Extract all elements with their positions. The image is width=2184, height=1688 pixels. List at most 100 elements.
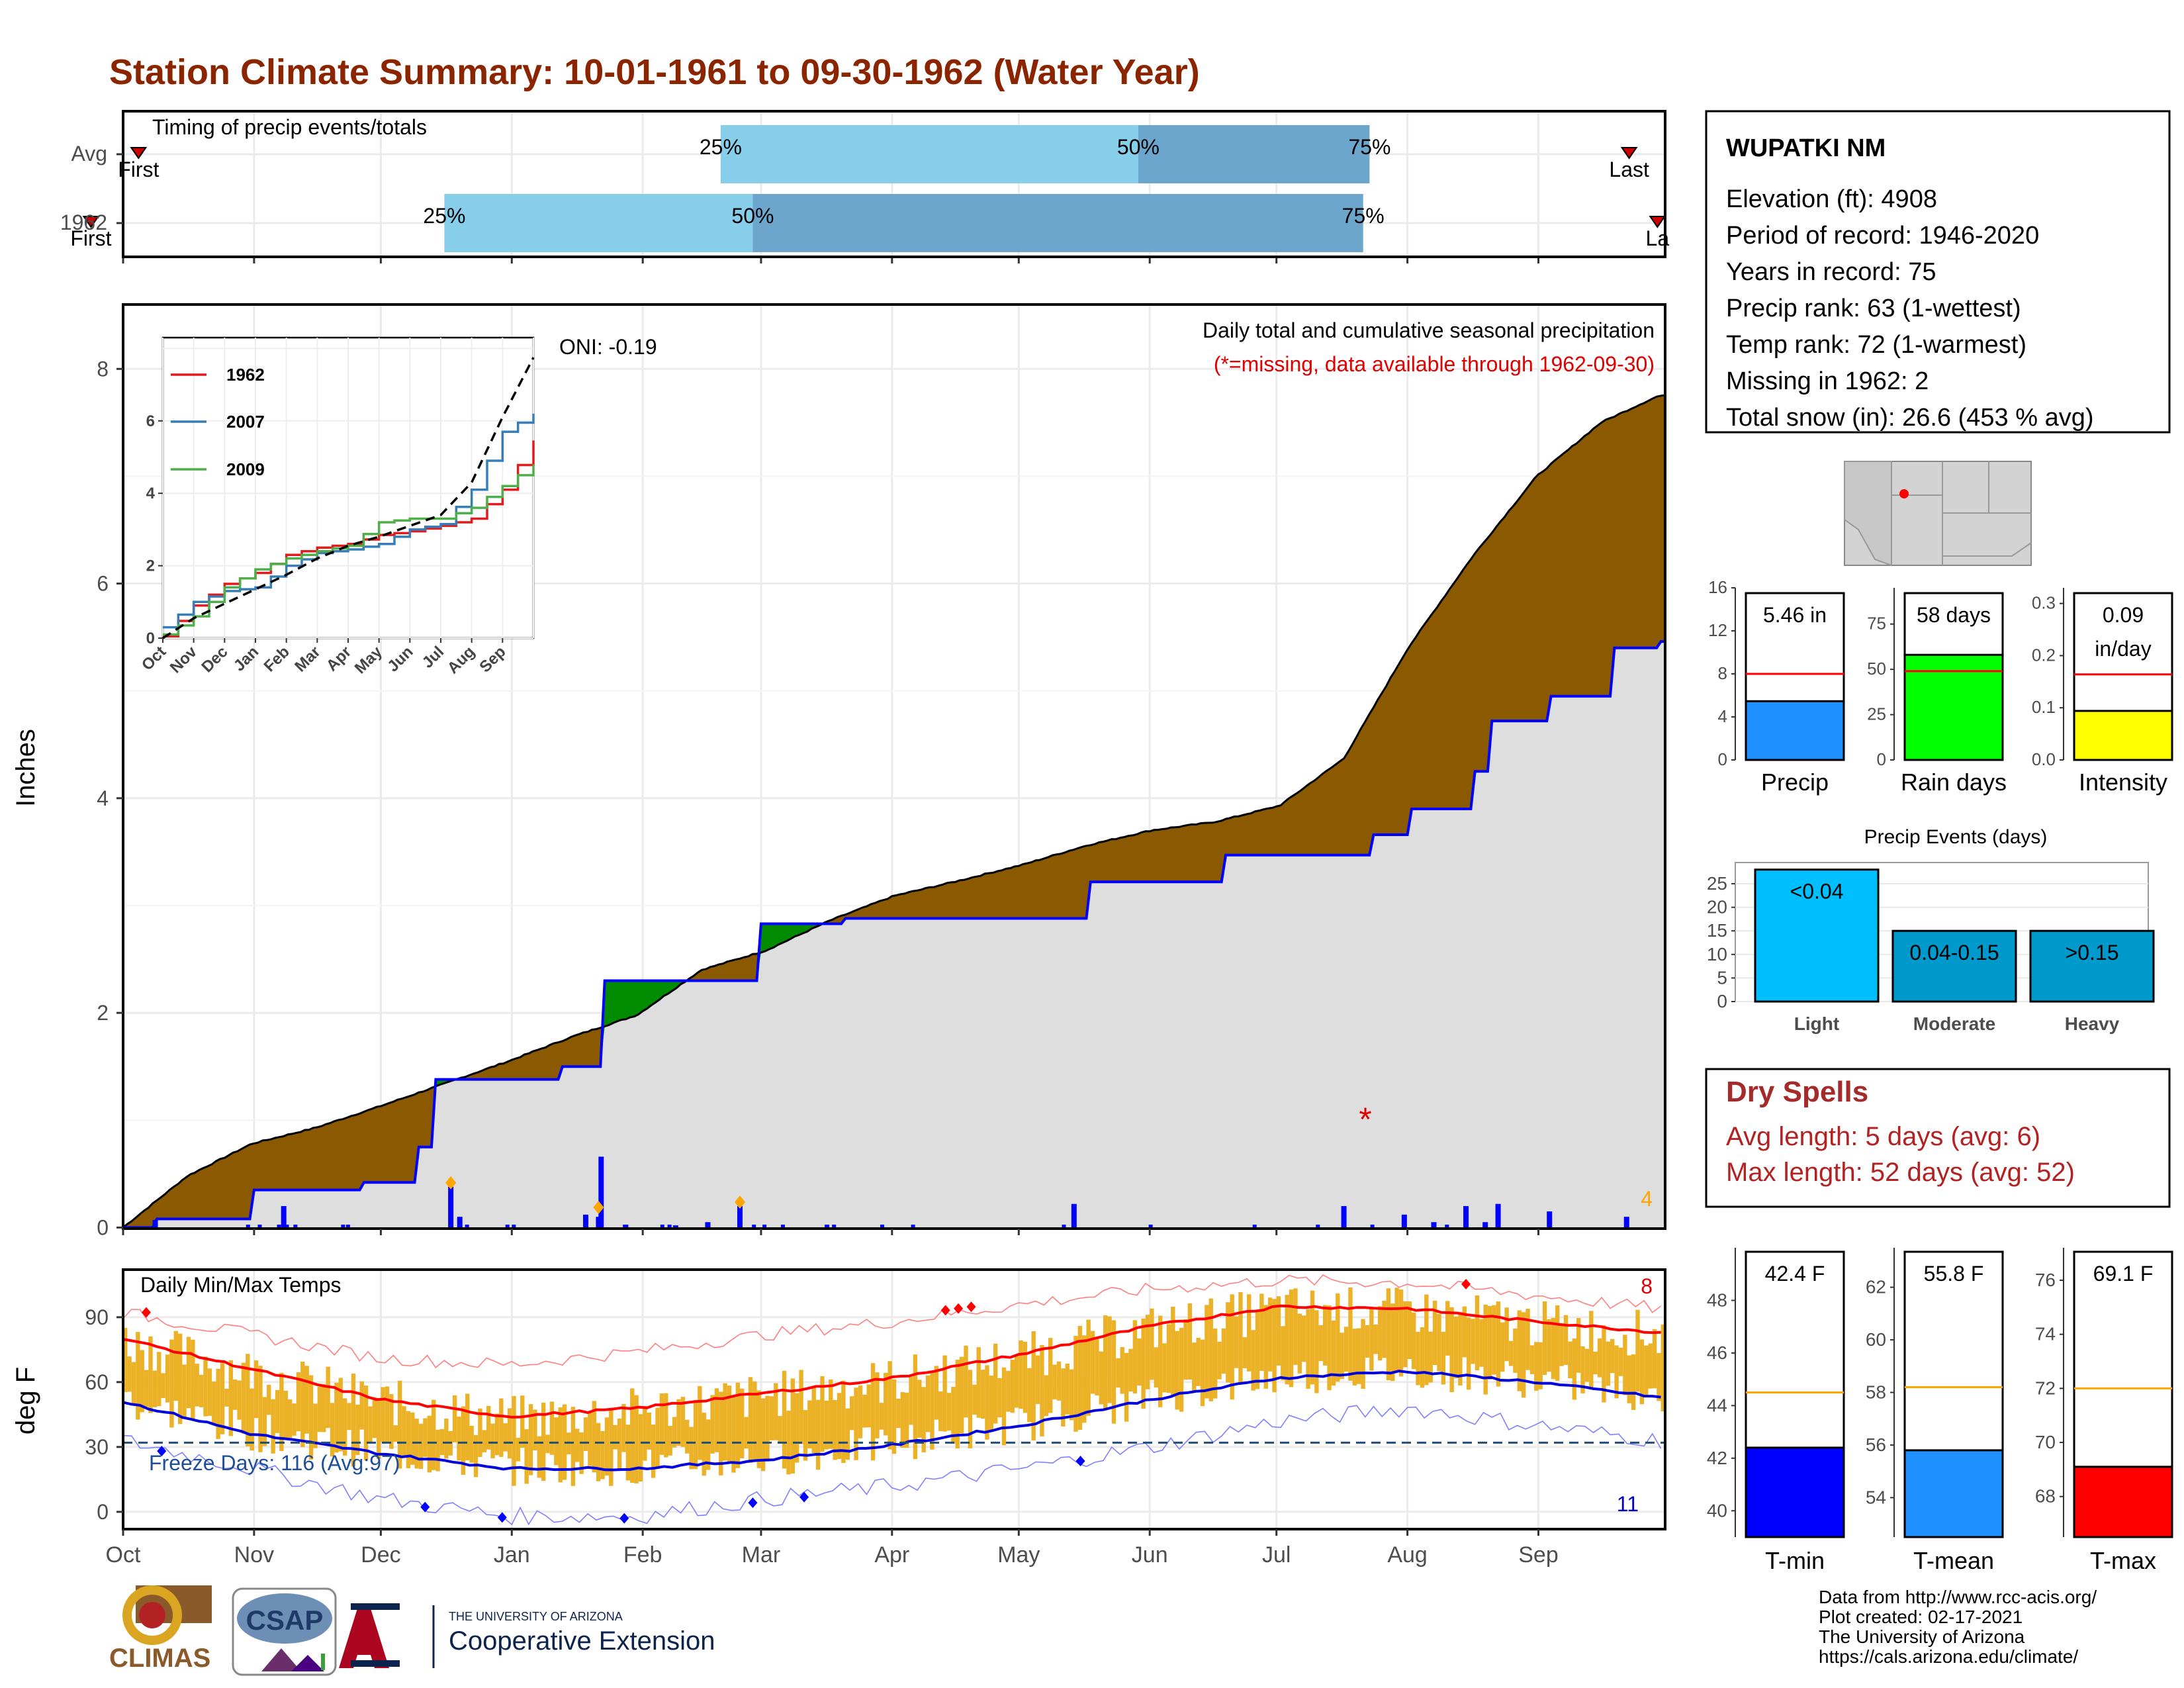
daily-temp-bar (1386, 1288, 1391, 1381)
daily-temp-bar (228, 1360, 233, 1436)
station-precip-rank: Precip rank: 63 (1-wettest) (1726, 295, 2021, 322)
temp-panel: 0 30 60 90 deg F Daily Min/Max Temps 8 11 F… (11, 1268, 1666, 1568)
daily-temp-bar (985, 1365, 989, 1440)
inset-legend: 1962 2007 2009 (171, 365, 265, 479)
temp-plot (122, 1274, 1666, 1526)
station-info: WUPATKI NM Elevation (ft): 4908 Period o… (1705, 110, 2171, 434)
daily-temp-bar (820, 1376, 825, 1452)
daily-temp-bar (1196, 1337, 1201, 1386)
daily-temp-bar (1322, 1305, 1328, 1366)
daily-temp-bar (1095, 1338, 1099, 1396)
timing-label: Timing of precip events/totals (152, 115, 427, 139)
daily-temp-bar (224, 1388, 229, 1407)
daily-temp-bar (1627, 1355, 1631, 1403)
daily-precip-bar (1071, 1203, 1077, 1229)
daily-temp-bar (381, 1387, 385, 1442)
mini-tick-label: 8 (1718, 663, 1727, 683)
daily-temp-bar (1116, 1358, 1120, 1388)
daily-temp-bar (1416, 1332, 1420, 1385)
daily-temp-bar (719, 1391, 723, 1476)
daily-temp-bar (385, 1386, 390, 1443)
temp-bar-label: T-min (1765, 1547, 1825, 1574)
daily-trace-bar (623, 1225, 627, 1229)
daily-temp-bar (1390, 1303, 1395, 1382)
daily-temp-bar (1281, 1326, 1285, 1381)
daily-temp-bar (740, 1388, 745, 1459)
daily-temp-bar (1336, 1293, 1340, 1382)
daily-temp-bar (1580, 1346, 1585, 1393)
daily-temp-bar (199, 1374, 204, 1407)
daily-temp-bar (127, 1356, 132, 1392)
daily-temp-bar (1521, 1312, 1526, 1398)
daily-temp-bar (1150, 1308, 1154, 1380)
daily-temp-bar (165, 1354, 170, 1403)
daily-temp-bar (1251, 1330, 1255, 1391)
daily-temp-bar (1483, 1304, 1488, 1395)
daily-temp-bar (858, 1385, 863, 1438)
mini-bar-1 (1903, 653, 2004, 761)
inset-line-1962 (163, 440, 535, 638)
temp-bar-tick-label: 74 (2035, 1324, 2056, 1344)
mini-category-label: Rain days (1901, 769, 2007, 796)
daily-temp-bar (308, 1375, 314, 1460)
timing-bar-50-75 (752, 194, 1363, 252)
mini-tick-label: 16 (1708, 577, 1727, 597)
mini-tick-label: 0.3 (2032, 593, 2056, 613)
daily-temp-bar (1331, 1320, 1336, 1386)
month-tick-label: Jan (494, 1542, 530, 1568)
dry-spells-box: Dry Spells Avg length: 5 days (avg: 6) M… (1705, 1068, 2171, 1208)
temp-bar-tick-label: 44 (1707, 1395, 1727, 1415)
daily-temp-bar (524, 1429, 529, 1484)
mini-value-text-2: in/day (2095, 637, 2151, 661)
month-tick-label: Jun (1132, 1542, 1168, 1568)
daily-temp-bar (558, 1407, 563, 1483)
daily-temp-bar (807, 1400, 812, 1449)
temp-y-tick-label: 90 (85, 1305, 109, 1329)
events-tick-label: 20 (1707, 897, 1727, 917)
daily-temp-bar (482, 1430, 487, 1452)
daily-temp-bar (617, 1418, 622, 1471)
daily-temp-bar (1314, 1310, 1319, 1393)
daily-temp-bar (803, 1410, 808, 1461)
daily-temp-bar (152, 1370, 158, 1407)
daily-temp-bar (1559, 1323, 1564, 1366)
precip-header: Daily total and cumulative seasonal prec… (1203, 318, 1655, 342)
daily-temp-bar (1394, 1288, 1399, 1372)
daily-temp-bar (1529, 1345, 1535, 1374)
daily-temp-bar (216, 1368, 220, 1439)
daily-temp-bar (621, 1403, 626, 1452)
events-tick-label: 0 (1717, 991, 1727, 1011)
daily-temp-bar (1263, 1305, 1268, 1389)
daily-temp-bar (837, 1393, 842, 1460)
ua-small-text: THE UNIVERSITY OF ARIZONA (449, 1610, 623, 1623)
timing-pct-label: 50% (731, 204, 774, 228)
daily-temp-bar (1449, 1307, 1454, 1393)
daily-temp-bar (1310, 1290, 1315, 1385)
record-high-marker (954, 1303, 964, 1314)
daily-temp-bar (131, 1362, 136, 1404)
events-plot: 0 5 10 15 20 25 <0.04 Light 0.04-0.15 Moderate >0.… (1707, 868, 2155, 1034)
daily-temp-bar (655, 1407, 660, 1469)
daily-temp-bar (583, 1417, 588, 1452)
timing-bar-50-75 (1138, 125, 1370, 183)
daily-temp-bar (283, 1390, 288, 1438)
daily-temp-bar (638, 1414, 643, 1482)
daily-temp-bar (782, 1370, 787, 1469)
daily-temp-bar (849, 1396, 854, 1430)
daily-temp-bar (609, 1407, 614, 1486)
record-low-marker (619, 1513, 629, 1524)
daily-temp-bar (1327, 1305, 1332, 1391)
daily-temp-bar (250, 1388, 254, 1451)
daily-temp-bar (503, 1423, 508, 1452)
daily-precip-bar (1495, 1203, 1501, 1229)
events-bar-label: >0.15 (2066, 941, 2119, 964)
daily-temp-bar (144, 1370, 149, 1407)
daily-temp-bar (1230, 1294, 1234, 1400)
daily-temp-bar (904, 1392, 909, 1448)
mini-value-text: 5.46 in (1763, 603, 1827, 627)
daily-temp-bar (182, 1364, 187, 1419)
daily-temp-bar (997, 1378, 1002, 1418)
record-low-count: 11 (1617, 1492, 1639, 1516)
timing-bar-25-50 (720, 125, 1138, 183)
temp-bar-2 (2073, 1466, 2173, 1538)
